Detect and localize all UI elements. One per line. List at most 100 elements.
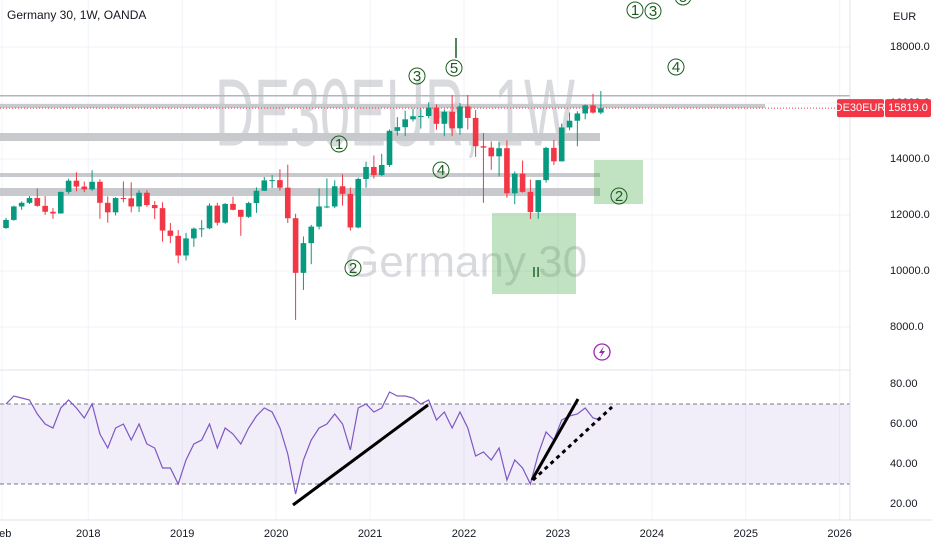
candle-body [582,105,588,114]
candle-body [292,218,299,273]
levels [0,38,850,294]
candle-body [566,120,573,128]
wave-label: 2 [349,260,357,277]
trendline [292,403,429,507]
wave-circle [408,67,426,85]
candle-body [112,198,119,213]
candle-body [331,186,338,207]
candle-body [598,108,604,113]
candle-body [151,205,158,209]
wave-circle [445,59,463,77]
y-tick-label: 12000.0 [890,209,930,221]
y-tick-label: 14000.0 [890,153,930,165]
trendline [530,398,580,481]
candle-body [418,115,424,117]
wave-label: 2 [615,188,623,205]
wave-circle [644,2,662,20]
alert-bolt[interactable] [599,346,605,358]
level-band [0,133,600,141]
wave-label: 4 [672,59,680,76]
wave-circle [675,0,691,6]
candle-body [394,127,401,131]
wave-label: 3 [649,3,657,20]
candle-body [472,117,479,147]
candle-body [277,180,283,188]
wave-circle [344,259,362,277]
x-tick-label: 2020 [264,528,288,540]
candle-body [11,206,17,220]
candle-body [198,228,205,230]
target-box [594,160,643,204]
candle-body [378,164,385,176]
wave-label: 4 [437,162,445,179]
wave-circle [667,58,685,76]
rsi-tick-label: 60.00 [890,418,918,430]
candle-body [136,192,142,207]
candle-body [238,209,244,217]
candle-body [104,202,111,213]
candle-body [175,235,181,256]
candle-body [26,198,33,203]
candle-body [284,187,291,219]
rsi-tick-label: 20.00 [890,498,918,510]
candle-body [65,180,72,192]
wave-circle [626,1,644,19]
candle-body [18,202,25,207]
wave-labels: 1 3 5 3 5 1 4 2 4 2 II [330,0,691,281]
candle-body [574,113,581,121]
axes: 8000.010000.012000.014000.016000.018000.… [0,41,931,540]
level-band [0,188,600,196]
x-tick-label: 2026 [827,528,851,540]
y-tick-label: 10000.0 [890,265,930,277]
candle-body [402,119,408,128]
price-axis [850,0,932,550]
level-line [0,95,850,97]
rsi-tick-label: 40.00 [890,458,918,470]
candle-body [511,173,518,194]
x-tick-label: 2021 [358,528,382,540]
level-band [0,173,600,177]
candle-body [34,198,41,206]
candle-body [222,203,228,223]
trendline [531,405,614,482]
candle-body [363,166,369,179]
candle-body [42,205,48,212]
x-tick-label: 2019 [170,528,194,540]
wave-label: 5 [450,60,458,77]
y-tick-label: 18000.0 [890,41,930,53]
candle-body [558,127,565,162]
rsi-tick-label: 80.00 [890,378,918,390]
currency: EUR [893,11,916,23]
wave-label: II [532,264,540,281]
watermark-name: Germany 30 [345,238,587,287]
chart-title: Germany 30, 1W, OANDA [7,8,146,22]
candle-body [144,192,150,206]
rsi-line [5,391,601,495]
x-tick-label: 2025 [734,528,758,540]
candle-body [128,198,135,207]
candle-body [3,219,9,229]
wave-label: 1 [335,136,343,153]
alert-icon[interactable] [593,343,611,361]
candle-body [410,116,416,120]
symbol-tag [837,99,884,118]
candle-body [230,203,236,210]
candle-body [425,107,432,116]
candle-body [519,173,526,192]
wave-label: 1 [631,2,639,19]
candle-body [159,208,166,231]
candle-body [183,238,189,256]
candles [0,91,850,320]
candle-body [433,107,440,124]
candle-body [269,180,275,182]
candle-body [81,186,88,190]
wave-circle [610,187,628,205]
price-tag-label: 15819.0 [888,102,928,114]
candle-body [535,180,542,213]
x-tick-label: 2022 [452,528,476,540]
candle-body [339,186,346,194]
candle-body [167,230,174,236]
wave-label: 3 [413,68,421,85]
candle-body [73,180,80,187]
